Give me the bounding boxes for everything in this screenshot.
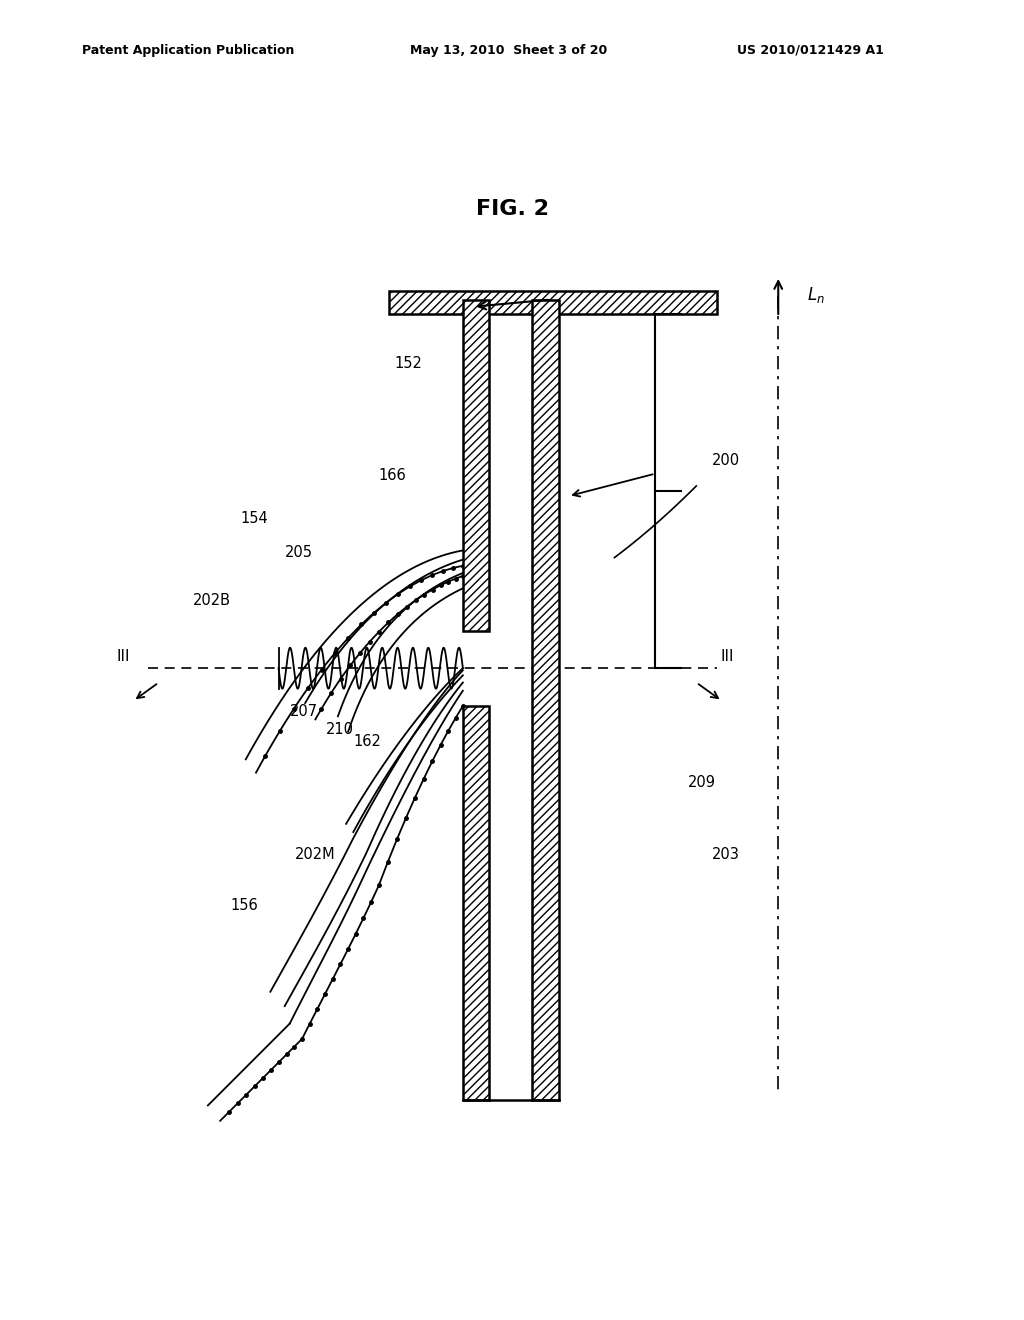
Text: $L_n$: $L_n$ (807, 285, 824, 305)
Text: 209: 209 (688, 775, 716, 791)
Text: 152: 152 (394, 355, 422, 371)
Text: 154: 154 (241, 511, 268, 527)
Bar (389, 292, 717, 314)
Text: III: III (116, 649, 130, 664)
Text: 156: 156 (230, 898, 258, 913)
Bar (463, 300, 489, 631)
Text: May 13, 2010  Sheet 3 of 20: May 13, 2010 Sheet 3 of 20 (410, 44, 607, 57)
Text: FIG. 2: FIG. 2 (475, 199, 549, 219)
Text: III: III (720, 649, 734, 664)
Bar (463, 706, 489, 1101)
Bar (463, 300, 489, 631)
Text: 205: 205 (285, 545, 312, 560)
Text: 150: 150 (568, 290, 596, 306)
Text: 210: 210 (326, 722, 353, 737)
Bar (389, 292, 717, 314)
Text: 166: 166 (379, 469, 407, 483)
Text: 202B: 202B (193, 593, 230, 609)
Text: Patent Application Publication: Patent Application Publication (82, 44, 294, 57)
Text: 207: 207 (290, 704, 317, 718)
Bar (532, 300, 559, 1101)
Text: 203: 203 (712, 847, 739, 862)
Text: 162: 162 (353, 734, 381, 750)
Text: US 2010/0121429 A1: US 2010/0121429 A1 (737, 44, 884, 57)
Text: 202M: 202M (295, 847, 336, 862)
Text: 200: 200 (712, 453, 739, 467)
Bar (532, 300, 559, 1101)
Bar (463, 706, 489, 1101)
